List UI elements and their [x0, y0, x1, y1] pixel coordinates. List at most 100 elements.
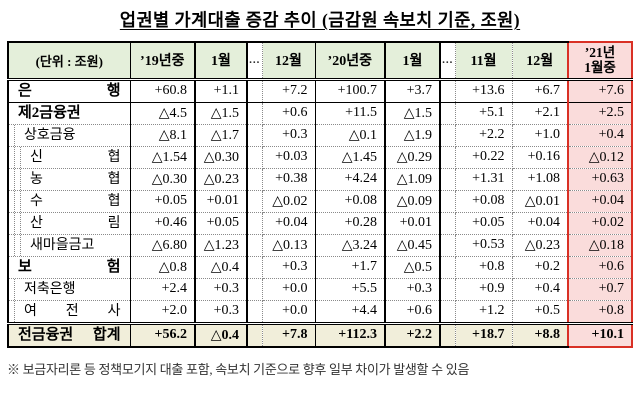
value-cell: +3.7: [384, 78, 441, 103]
value-cell: △8.1: [129, 123, 196, 147]
value-cell: △0.45: [384, 233, 441, 257]
indent-guide: 여 전 사: [14, 301, 129, 322]
value-cell: +0.4: [567, 123, 633, 147]
value-cell: △0.12: [567, 145, 633, 169]
row-label: 새마을금고: [30, 237, 95, 253]
value-cell: +2.4: [129, 277, 196, 301]
footnote: ※ 보금자리론 등 정책모기지 대출 포함, 속보치 기준으로 향후 일부 차이…: [7, 361, 470, 377]
value-cell: +5.5: [314, 277, 386, 301]
row-label-cell: 농 협: [7, 167, 131, 191]
ellipsis-cell: [439, 277, 456, 301]
row-label: 제2금융권: [18, 104, 81, 121]
value-cell: +0.22: [454, 145, 513, 169]
value-cell: +1.2: [454, 299, 513, 324]
value-cell: +0.08: [454, 189, 513, 213]
ellipsis-cell: [439, 145, 456, 169]
value-cell: +0.08: [314, 189, 386, 213]
value-cell: △0.1: [314, 123, 386, 147]
value-cell: △0.29: [384, 145, 441, 169]
household-loan-table: (단위 : 조원) ’19년중 1월… 12월 ’20년중 1월… 11월 12월 ’21년 1…: [7, 41, 633, 348]
value-cell: △0.30: [194, 145, 248, 169]
row-label: 신 협: [30, 149, 121, 165]
value-cell: +0.8: [454, 255, 513, 279]
value-cell: △6.80: [129, 233, 196, 257]
ellipsis-cell: [246, 78, 263, 103]
indent-guide: 새마을금고: [14, 235, 129, 255]
value-cell: +100.7: [314, 78, 386, 103]
value-cell: △0.30: [129, 167, 196, 191]
value-cell: +0.3: [194, 299, 248, 324]
table-row: 산 림 +0.46 +0.05 +0.04 +0.28 +0.01 +0.05 +0.04 +0…: [7, 211, 633, 235]
ellipsis-cell: [439, 167, 456, 191]
value-cell: +0.02: [567, 211, 633, 235]
value-cell: △0.5: [384, 255, 441, 279]
row-label-cell: 산 림: [7, 211, 131, 235]
ellipsis-cell: [439, 101, 456, 125]
table-row: 여 전 사 +2.0 +0.3 +0.0 +4.4 +0.6 +1.2 +0.5 +0.8: [7, 299, 633, 324]
value-cell: +0.0: [261, 299, 316, 324]
value-cell: △0.23: [511, 233, 569, 257]
row-label-cell: 제2금융권: [7, 101, 131, 125]
row-label: 저축은행: [24, 281, 76, 297]
ellipsis-header: …: [439, 41, 456, 81]
value-cell: +0.9: [454, 277, 513, 301]
row-label: 여 전 사: [24, 303, 121, 319]
value-cell: +4.24: [314, 167, 386, 191]
value-cell: +0.3: [261, 255, 316, 279]
value-cell: +8.8: [511, 321, 569, 348]
total-row: 전금융권 합계 +56.2 △0.4 +7.8 +112.3 +2.2 +18.7 +8.8 +…: [7, 321, 633, 348]
value-cell: △1.7: [194, 123, 248, 147]
ellipsis-cell: [246, 145, 263, 169]
value-cell: +5.1: [454, 101, 513, 125]
value-cell: +1.1: [194, 78, 248, 103]
value-cell: +7.8: [261, 321, 316, 348]
table-header: (단위 : 조원) ’19년중 1월… 12월 ’20년중 1월… 11월 12월 ’21년 1…: [7, 41, 633, 81]
ellipsis-cell: [246, 277, 263, 301]
column-header: 12월: [511, 41, 569, 81]
value-cell: +1.7: [314, 255, 386, 279]
row-label-cell: 은 행: [7, 78, 131, 103]
column-header: 11월: [454, 41, 513, 81]
value-cell: +0.04: [511, 211, 569, 235]
row-label: 농 협: [30, 171, 121, 187]
column-header: ’20년중: [314, 41, 386, 81]
value-cell: △0.4: [194, 321, 248, 348]
value-cell: +0.2: [511, 255, 569, 279]
table-row: 은 행 +60.8 +1.1 +7.2 +100.7 +3.7 +13.6 +6.7 +7.6: [7, 78, 633, 103]
value-cell: +56.2: [129, 321, 196, 348]
value-cell: △0.23: [194, 167, 248, 191]
value-cell: +112.3: [314, 321, 386, 348]
column-header: 1월: [384, 41, 441, 81]
value-cell: +0.6: [261, 101, 316, 125]
row-label-cell: 여 전 사: [7, 299, 131, 324]
row-label: 보 험: [18, 258, 121, 275]
ellipsis-header: …: [246, 41, 263, 81]
ellipsis-cell: [246, 211, 263, 235]
value-cell: +7.2: [261, 78, 316, 103]
ellipsis-cell: [439, 233, 456, 257]
value-cell: +60.8: [129, 78, 196, 103]
page-title: 업권별 가계대출 증감 추이 (금감원 속보치 기준, 조원): [119, 10, 521, 30]
indent-guide: 저축은행: [14, 279, 129, 299]
ellipsis-cell: [246, 255, 263, 279]
value-cell: +10.1: [567, 321, 633, 348]
value-cell: +0.38: [261, 167, 316, 191]
ellipsis-cell: [439, 255, 456, 279]
value-cell: △0.01: [511, 189, 569, 213]
row-label: 수 협: [30, 193, 121, 209]
indent-guide: 산 림: [14, 213, 129, 233]
indent-guide: 수 협: [20, 191, 129, 211]
value-cell: △1.23: [194, 233, 248, 257]
value-cell: +2.0: [129, 299, 196, 324]
indent-guide: 산 림: [20, 213, 129, 233]
value-cell: +1.08: [511, 167, 569, 191]
row-label: 전금융권 합계: [18, 326, 121, 343]
value-cell: +0.6: [384, 299, 441, 324]
ellipsis-cell: [246, 101, 263, 125]
value-cell: +0.04: [567, 189, 633, 213]
table-row: 제2금융권 △4.5 △1.5 +0.6 +11.5 △1.5 +5.1 +2.1 +2.5: [7, 101, 633, 125]
indent-guide: 농 협: [20, 169, 129, 189]
value-cell: +0.46: [129, 211, 196, 235]
value-cell: +2.2: [384, 321, 441, 348]
value-cell: △0.4: [194, 255, 248, 279]
